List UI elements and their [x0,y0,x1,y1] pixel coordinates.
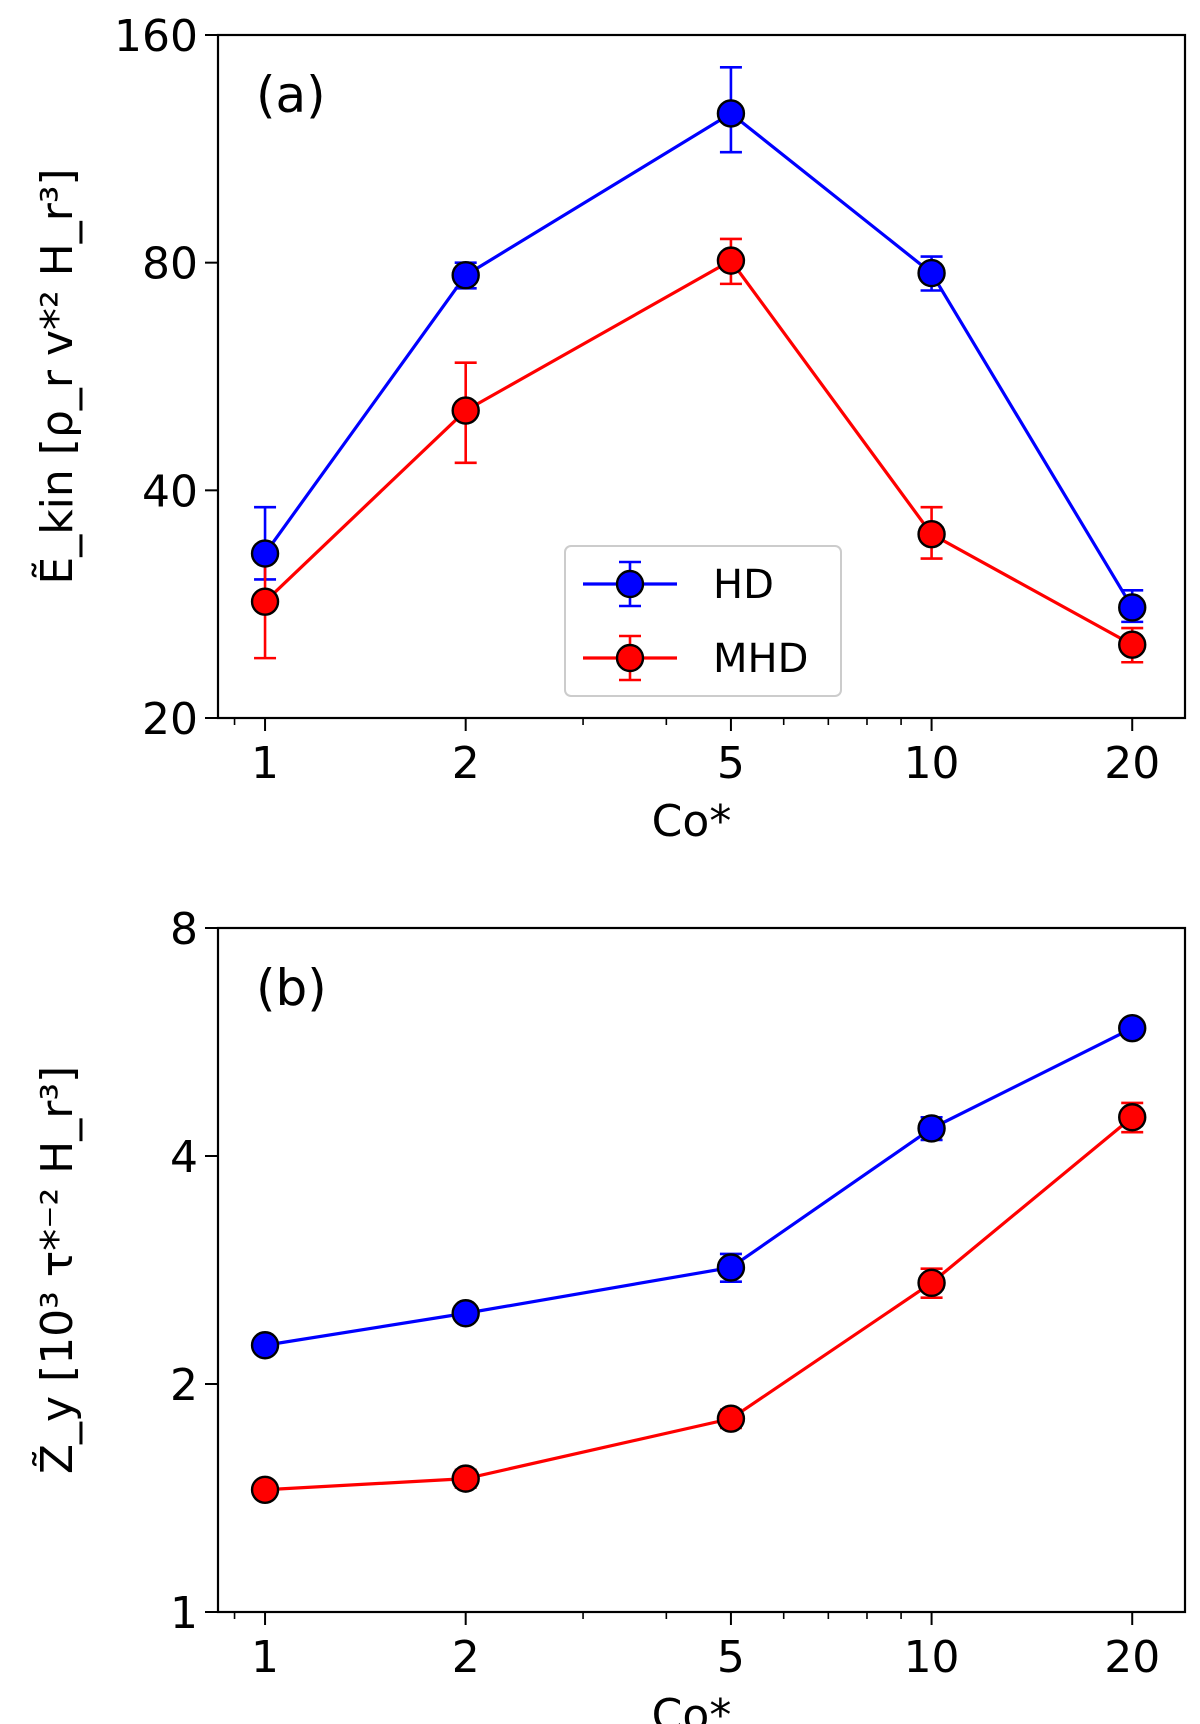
y-tick-label: 20 [142,694,198,745]
x-axis-label: Co* [652,1690,732,1724]
data-point-hd [716,99,746,128]
x-tick-label: 20 [1104,738,1160,789]
x-tick-label: 10 [904,1632,960,1683]
plot-area [250,1013,1147,1504]
panel-a: 1 2 5 10 20 20 40 80 160 Co* Ẽ_kin [ρ_r v*² H_r³] (… [31,11,1187,847]
x-tick-label: 1 [251,738,279,789]
x-tick-label: 1 [251,1632,279,1683]
plot-frame [216,926,1187,1614]
y-tick-label: 2 [170,1360,198,1411]
legend-marker-mhd [615,643,645,673]
data-point-hd [250,1331,280,1360]
y-axis-label: Z̃_y [10³ τ*⁻² H_r³] [30,1066,83,1474]
data-point-hd [250,539,280,568]
legend-label-hd: HD [713,562,774,608]
data-point-hd [716,1253,746,1282]
x-tick-label: 2 [452,738,480,789]
data-point-mhd [1118,1103,1147,1132]
legend-marker-hd [615,569,645,599]
data-point-hd [451,261,480,290]
data-point-hd [451,1299,480,1328]
series-line-hd [264,1026,1133,1347]
series-line-hd [263,111,1134,609]
x-tick-label: 5 [717,1632,745,1683]
data-point-mhd [917,519,946,549]
data-point-mhd [250,1475,280,1504]
data-point-mhd [716,1404,746,1433]
y-tick-label: 40 [142,466,198,517]
x-axis-label: Co* [652,796,732,847]
data-point-hd [1118,1013,1147,1043]
data-point-hd [1118,593,1147,622]
legend: HD MHD [564,545,842,697]
data-point-hd [917,258,946,288]
x-tick-label: 2 [452,1632,480,1683]
data-point-mhd [451,1464,480,1493]
plot-area [250,66,1147,664]
x-tick-label: 10 [904,738,960,789]
data-point-mhd [1118,630,1147,659]
series-line-mhd [264,1116,1134,1492]
panel-label: (b) [256,959,327,1017]
y-tick-label: 80 [142,239,198,290]
plot-frame [216,33,1187,720]
y-tick-label: 160 [114,11,198,62]
data-point-mhd [451,396,480,425]
data-point-mhd [917,1268,946,1298]
panel-label: (a) [256,66,326,124]
x-tick-label: 20 [1104,1632,1160,1683]
y-tick-label: 4 [170,1132,198,1183]
data-point-hd [917,1114,946,1143]
x-tick-label: 5 [717,738,745,789]
y-tick-label: 8 [170,904,198,955]
legend-label-mhd: MHD [713,636,808,682]
data-point-mhd [250,587,280,616]
data-point-mhd [716,246,746,275]
y-tick-label: 1 [170,1588,198,1639]
y-axis-label: Ẽ_kin [ρ_r v*² H_r³] [31,168,83,584]
